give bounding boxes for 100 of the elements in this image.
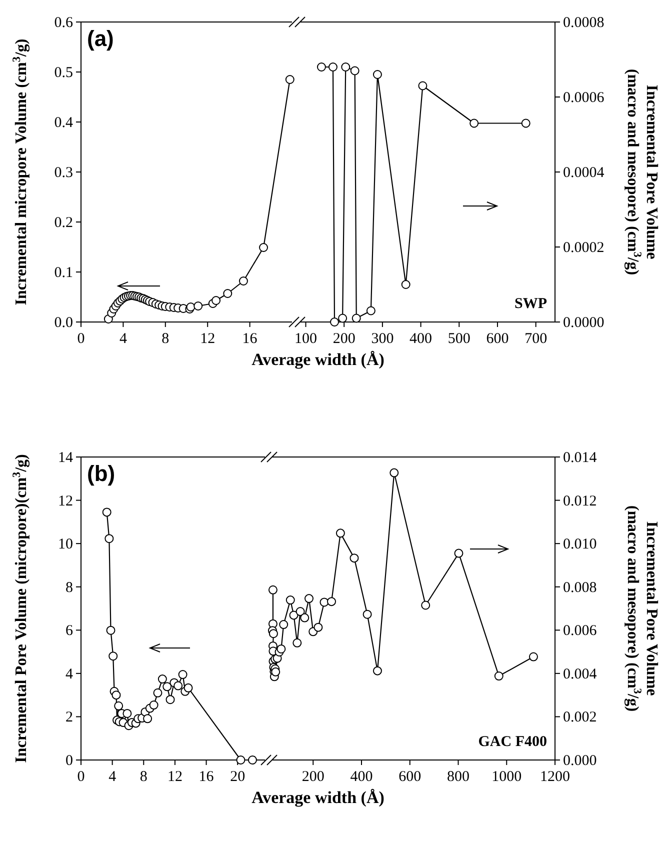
x-tick-label: 800: [447, 769, 470, 785]
y2-tick-label: 0.012: [563, 493, 597, 510]
x-tick-label: 12: [200, 331, 216, 347]
point: [296, 607, 305, 616]
point: [122, 708, 132, 718]
x-tick-label: 12: [167, 769, 182, 785]
point: [336, 528, 345, 538]
point: [494, 672, 504, 681]
x-tick-label: 200: [302, 769, 324, 785]
point: [153, 688, 162, 698]
x-tick-label: 8: [162, 331, 170, 347]
y2-tick-label: 0.0002: [563, 240, 604, 256]
point: [162, 682, 172, 692]
point: [292, 638, 302, 648]
x-tick-label: 1200: [540, 769, 570, 785]
point: [454, 548, 464, 558]
y-tick-label: 14: [58, 450, 74, 466]
y-tick-label: 0.6: [54, 15, 74, 31]
point: [149, 700, 158, 710]
x-tick-label: 4: [108, 769, 117, 785]
x-tick-label: 700: [524, 331, 548, 347]
point: [236, 756, 246, 764]
point: [184, 683, 193, 692]
point: [314, 622, 323, 632]
point: [166, 695, 175, 704]
chart-title: (b): [87, 461, 116, 486]
point: [372, 70, 382, 79]
point: [328, 62, 338, 72]
point: [178, 670, 188, 680]
y-tick-label: 4: [66, 666, 74, 682]
point: [174, 681, 183, 690]
y-tick-label: 2: [66, 710, 73, 726]
y2-tick-label: 0.002: [563, 710, 597, 726]
y-tick-label: 0.2: [54, 215, 73, 231]
point: [194, 302, 203, 310]
point: [268, 585, 278, 594]
y2-tick-label: 0.0008: [563, 15, 604, 31]
x-tick-label: 500: [448, 331, 470, 347]
y-tick-label: 0.0: [54, 315, 73, 331]
x-tick-label: 600: [398, 769, 422, 785]
x-axis-title: Average width (Å): [252, 788, 384, 807]
point: [212, 296, 221, 305]
y2-tick-label: 0.000: [563, 753, 597, 769]
point: [285, 75, 294, 84]
x-tick-label: 1000: [492, 769, 522, 785]
y2-tick-label: 0.006: [563, 623, 598, 640]
point: [362, 610, 372, 619]
point: [286, 596, 295, 605]
point: [470, 118, 479, 128]
y-tick-label: 12: [58, 493, 73, 510]
x-tick-label: 400: [410, 331, 432, 347]
x-tick-label: 8: [140, 769, 148, 785]
y-tick-label: 0.5: [54, 65, 73, 81]
y-tick-label: 8: [66, 580, 73, 596]
point: [327, 597, 336, 606]
annotation: SWP: [514, 296, 547, 312]
y-tick-label: 0.1: [54, 265, 73, 281]
point: [350, 554, 359, 563]
point: [330, 318, 340, 326]
y-tick-label: 0.3: [54, 165, 73, 181]
point: [143, 714, 152, 724]
point: [528, 652, 538, 662]
x-tick-label: 0: [77, 331, 85, 347]
point: [366, 306, 376, 316]
y2-tick-label: 0.008: [563, 580, 597, 596]
y-tick-label: 0.4: [54, 115, 74, 131]
x-tick-label: 0: [77, 769, 85, 785]
point: [106, 626, 116, 635]
point: [421, 600, 430, 610]
point: [268, 629, 278, 638]
x-tick-label: 300: [371, 331, 394, 347]
x-axis-title: Average width (Å): [252, 350, 384, 369]
y-tick-label: 10: [58, 536, 73, 553]
point: [223, 289, 232, 298]
x-tick-label: 200: [332, 331, 356, 347]
x-tick-label: 400: [350, 769, 373, 785]
annotation: GAC F400: [478, 734, 547, 750]
y2-tick-label: 0.014: [563, 450, 598, 466]
point: [248, 756, 257, 764]
y2-tick-label: 0.0006: [563, 90, 605, 106]
point: [418, 81, 428, 90]
point: [276, 644, 286, 654]
point: [300, 613, 310, 622]
point: [102, 508, 112, 517]
y2-tick-label: 0.010: [563, 536, 597, 553]
y2-tick-label: 0.004: [563, 666, 598, 682]
point: [108, 652, 118, 661]
point: [390, 468, 399, 478]
point: [238, 276, 248, 286]
point: [372, 666, 382, 676]
point: [352, 314, 361, 323]
point: [338, 314, 348, 323]
x-tick-label: 16: [198, 769, 214, 785]
point: [259, 243, 268, 252]
point: [401, 280, 410, 289]
point: [304, 594, 314, 604]
x-tick-label: 600: [486, 331, 509, 347]
x-tick-label: 16: [242, 331, 258, 347]
point: [158, 674, 167, 684]
x-tick-label: 20: [230, 769, 246, 785]
